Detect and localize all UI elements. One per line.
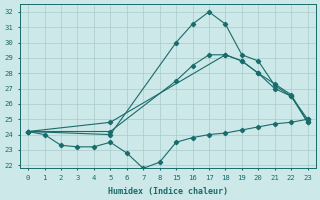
X-axis label: Humidex (Indice chaleur): Humidex (Indice chaleur) (108, 187, 228, 196)
